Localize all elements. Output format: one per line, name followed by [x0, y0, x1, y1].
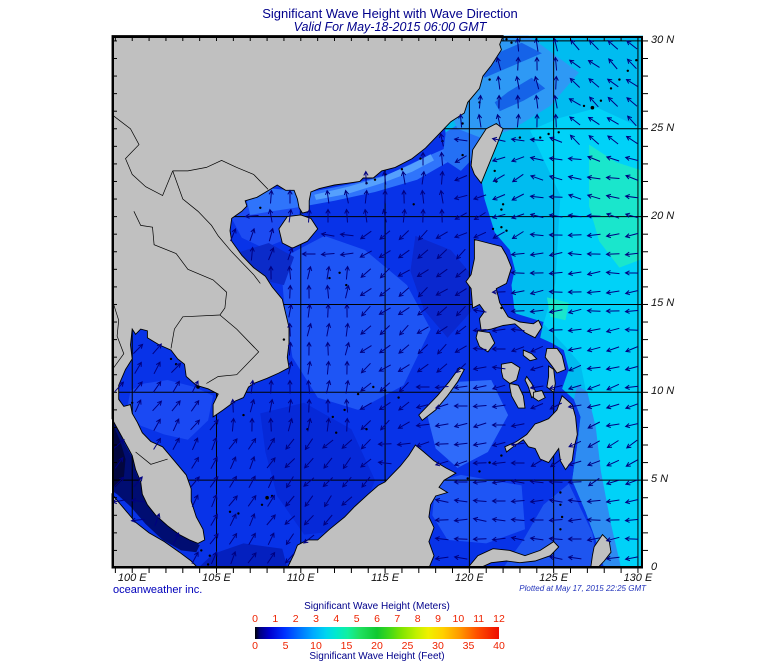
lat-tick-label: 30 N	[651, 33, 675, 46]
land-mindoro	[475, 330, 496, 353]
meters-tick-label: 0	[252, 613, 258, 625]
lat-tick-label: 10 N	[651, 385, 675, 398]
feet-tick-label: 25	[401, 640, 414, 652]
patch-ecs-blob-2	[494, 77, 546, 112]
wave-arrows-layer	[111, 37, 639, 565]
lat-tick-label: 5 N	[651, 473, 669, 486]
land-borneo	[286, 444, 457, 569]
feet-tick-label: 40	[493, 640, 505, 652]
land-samar	[544, 347, 567, 374]
patch-molucca	[503, 483, 598, 568]
patch-gulf-light	[127, 380, 214, 440]
land-halmahera	[590, 533, 612, 569]
land-negros	[509, 382, 526, 409]
land-luzon	[465, 238, 543, 339]
lon-tick-label: 105 E	[202, 572, 231, 584]
patch-scs-light	[280, 235, 431, 410]
feet-tick-label: 5	[282, 640, 289, 652]
patch-pacific-teal-2	[546, 297, 569, 321]
lon-tick-label: 110 E	[286, 572, 315, 584]
feet-tick-label: 20	[371, 640, 383, 652]
lat-tick-label: 25 N	[651, 121, 675, 134]
land-sulawesi-arm	[466, 541, 560, 569]
meters-tick-label: 11	[473, 613, 485, 625]
land-panay	[500, 361, 521, 385]
lat-tick-label: 0	[651, 561, 658, 573]
meters-tick-label: 4	[333, 613, 340, 625]
patch-dark-sw-hainan	[235, 243, 295, 286]
lon-tick-label: 100 E	[117, 572, 147, 584]
meters-tick-label: 10	[452, 613, 465, 625]
meters-tick-label: 9	[435, 613, 441, 625]
land-hainan	[278, 214, 319, 249]
legend-title-meters: Significant Wave Height (Meters)	[304, 601, 450, 612]
map-border	[112, 36, 643, 568]
colorbar	[255, 627, 499, 639]
lon-tick-label: 130 E	[623, 572, 653, 584]
lat-tick-label: 15 N	[651, 297, 675, 310]
plotted-timestamp: Plotted at May 17, 2015 22:25 GMT	[519, 584, 646, 593]
land-bohol	[532, 389, 546, 402]
patch-ecs-blob-1	[476, 42, 542, 78]
lat-tick-label: 20 N	[651, 209, 675, 222]
feet-tick-label: 10	[310, 640, 322, 652]
land-palawan	[418, 367, 465, 422]
patch-andaman-black	[112, 422, 126, 488]
degree-ticks	[112, 36, 648, 573]
meters-tick-label: 7	[394, 613, 401, 625]
feet-tick-label: 30	[432, 640, 444, 652]
meters-tick-label: 12	[493, 613, 505, 625]
feet-tick-label: 0	[252, 640, 258, 652]
legend-title-feet: Significant Wave Height (Feet)	[309, 651, 445, 662]
meters-tick-label: 8	[414, 613, 421, 625]
meters-tick-label: 2	[292, 613, 299, 625]
map-frame	[111, 35, 648, 573]
patch-andaman-dark	[112, 418, 200, 553]
wave-height-map	[111, 35, 648, 573]
feet-tick-label: 15	[340, 640, 353, 652]
lon-tick-label: 120 E	[454, 572, 484, 584]
meters-tick-label: 6	[374, 613, 380, 625]
country-borders	[111, 114, 269, 465]
land-masbate	[522, 349, 538, 362]
land-layer	[111, 35, 612, 569]
patch-coast-sliver	[314, 154, 434, 200]
meters-tick-label: 5	[353, 613, 360, 625]
feet-tick-label: 35	[462, 640, 475, 652]
patch-phil-east-mid	[572, 385, 622, 568]
lon-tick-label: 115 E	[371, 572, 400, 584]
meters-tick-label: 1	[272, 613, 279, 625]
patch-karimata-dark	[198, 543, 288, 568]
patch-sulu	[427, 380, 509, 468]
patch-celebes-light	[432, 474, 525, 544]
credit-text: oceanweather inc.	[113, 584, 203, 596]
valid-time-subtitle: Valid For May-18-2015 06:00 GMT	[293, 20, 487, 34]
land-mindanao	[504, 395, 578, 471]
land-mainland-asia	[111, 35, 504, 544]
lon-tick-label: 125 E	[539, 572, 569, 584]
meters-tick-label: 3	[313, 613, 319, 625]
page-title: Significant Wave Height with Wave Direct…	[262, 6, 518, 21]
